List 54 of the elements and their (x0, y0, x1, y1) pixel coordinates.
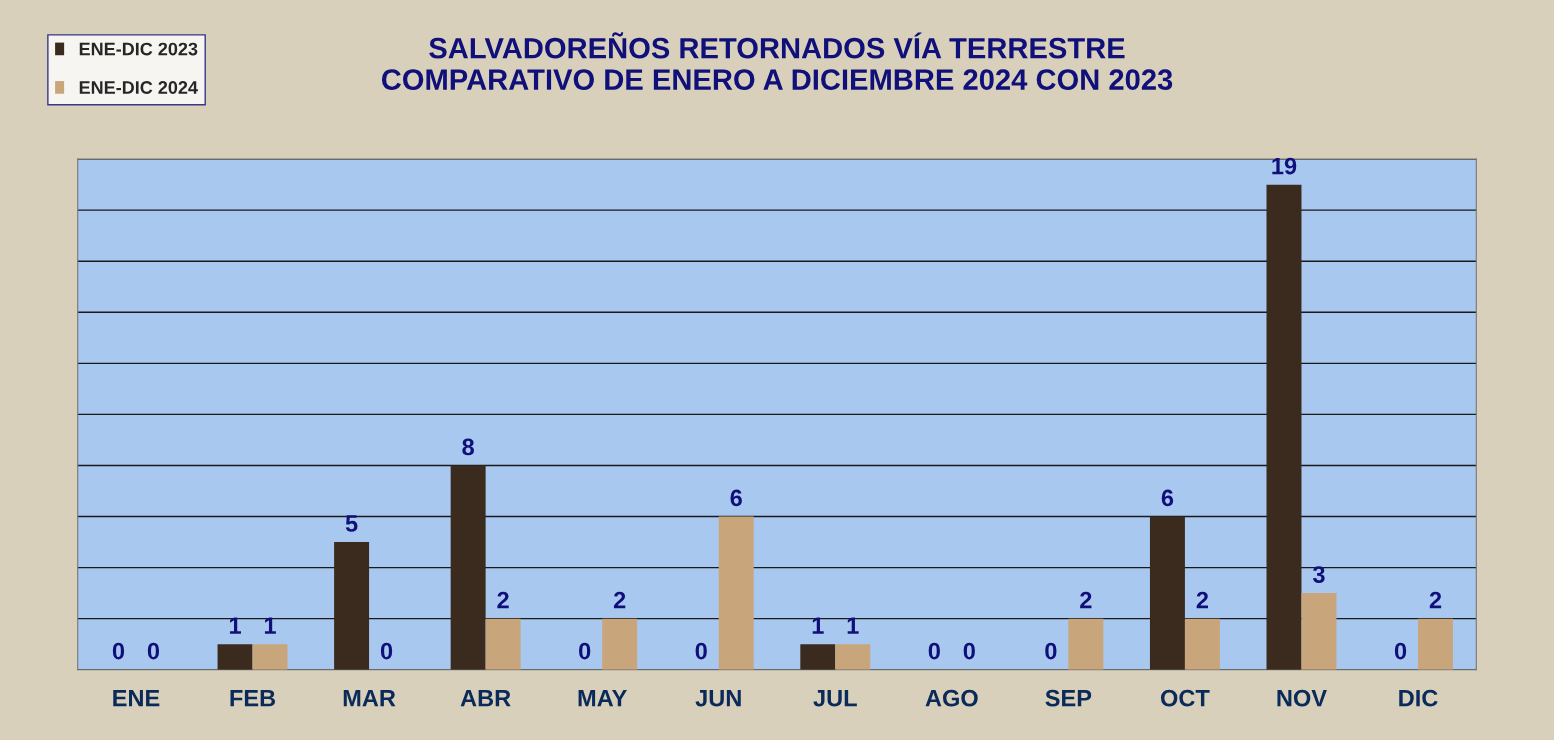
data-label: 2 (497, 591, 509, 609)
data-label: 2 (613, 591, 626, 609)
data-label: 1 (229, 617, 241, 634)
bar (835, 644, 871, 670)
x-tick-label: JUN (695, 690, 741, 707)
bar (217, 644, 253, 670)
data-label: 2 (1080, 591, 1092, 609)
data-label: 2 (1196, 591, 1209, 609)
bar (1068, 618, 1104, 670)
bar (800, 644, 836, 670)
data-label: 0 (1045, 642, 1057, 660)
bar (1184, 618, 1220, 670)
data-label: 19 (1272, 157, 1297, 175)
bar (252, 644, 288, 670)
data-label: 2 (1429, 591, 1442, 609)
x-tick-label: ABR (460, 690, 511, 707)
data-label: 1 (812, 617, 824, 634)
data-label: 0 (928, 642, 940, 660)
data-label: 0 (112, 642, 125, 660)
data-label: 5 (345, 515, 358, 532)
x-tick-label: DIC (1399, 689, 1438, 707)
bar (602, 618, 638, 670)
x-tick-label: OCT (1160, 689, 1210, 707)
bar (1266, 184, 1302, 670)
bar (334, 542, 370, 670)
bar (718, 516, 754, 670)
legend-label: ENE-DIC 2023 (79, 42, 198, 56)
data-label: 6 (1161, 489, 1174, 507)
data-label: 6 (730, 489, 742, 507)
bar (485, 618, 521, 670)
x-tick-label: MAR (343, 690, 396, 707)
legend-label: ENE-DIC 2024 (79, 81, 198, 94)
x-tick-label: NOV (1277, 689, 1327, 707)
data-label: 3 (1312, 566, 1325, 583)
bar (1149, 516, 1185, 670)
bar (1418, 618, 1453, 670)
x-tick-label: SEP (1045, 689, 1092, 707)
data-label: 8 (462, 438, 474, 456)
chart-title: SALVADOREÑOS RETORNADOS VÍA TERRESTRE COMPARATIVO DE ENERO A DICIEMBRE 2024 CON 2023 (381, 32, 1173, 90)
data-label: 1 (847, 617, 859, 634)
bar (1301, 593, 1337, 670)
data-label: 0 (963, 642, 975, 660)
data-label: 0 (380, 642, 393, 660)
data-label: 0 (695, 642, 707, 660)
x-tick-label: JUL (813, 690, 857, 707)
x-tick-label: ENE (113, 690, 160, 707)
data-label: 0 (579, 642, 591, 660)
x-tick-label: MAY (578, 690, 627, 707)
data-label: 0 (147, 642, 160, 660)
data-label: 0 (1394, 642, 1407, 660)
bar (450, 465, 486, 670)
x-tick-label: AGO (925, 689, 978, 707)
x-tick-label: FEB (230, 690, 276, 707)
data-label: 1 (264, 617, 276, 634)
